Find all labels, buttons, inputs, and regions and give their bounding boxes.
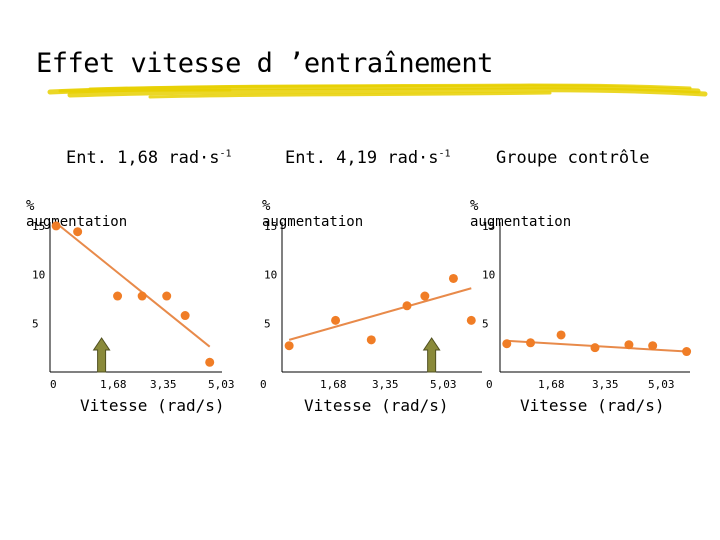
y-tick-label: 15 <box>482 220 495 233</box>
y-tick-label: 15 <box>264 220 277 233</box>
data-point <box>205 357 215 367</box>
panel-1-chart: 15 10 5 0 1,68 3,35 5,03 <box>32 220 235 391</box>
data-point <box>502 339 512 349</box>
x-tick-label: 5,03 <box>648 378 675 391</box>
y-tick-label: 5 <box>482 317 489 330</box>
panel-2-x-label: Vitesse (rad/s) <box>304 396 449 415</box>
panel-3-chart: 15 10 5 0 1,68 3,35 5,03 <box>482 220 692 391</box>
data-point <box>402 301 412 311</box>
page-title: Effet vitesse d ’entraînement <box>36 48 493 79</box>
brush-stroke <box>58 88 232 93</box>
data-point <box>448 273 458 283</box>
y-tick-label: 15 <box>32 220 45 233</box>
panel-1-title: Ent. 1,68 rad·s-1 <box>66 148 232 168</box>
panel-2-y-label: % augmentation <box>262 198 364 230</box>
training-speed-arrow-icon <box>92 337 111 373</box>
x-tick-label: 5,03 <box>430 378 457 391</box>
data-point <box>180 311 190 321</box>
x-tick-label: 3,35 <box>592 378 619 391</box>
x-tick-label: 0 <box>260 378 267 391</box>
training-speed-arrow-icon <box>422 337 441 373</box>
data-point <box>648 341 658 351</box>
brush-stroke <box>88 83 692 91</box>
data-point <box>284 341 294 351</box>
data-point <box>331 315 341 325</box>
data-point <box>590 343 600 353</box>
data-point <box>137 291 147 301</box>
brush-stroke <box>148 91 552 99</box>
panel-1-y-label: % augmentation <box>26 198 128 230</box>
data-point <box>113 291 123 301</box>
data-point <box>624 340 634 350</box>
x-tick-label: 1,68 <box>538 378 565 391</box>
panel-2-chart: 15 10 5 0 1,68 3,35 5,03 <box>260 220 482 391</box>
x-tick-label: 1,68 <box>100 378 127 391</box>
data-point <box>51 221 61 231</box>
panel-2-title: Ent. 4,19 rad·s-1 <box>285 148 451 168</box>
trend-line <box>288 287 472 341</box>
y-tick-label: 5 <box>32 317 39 330</box>
panel-3-title: Groupe contrôle <box>496 148 650 168</box>
x-tick-label: 3,35 <box>372 378 399 391</box>
panel-1-x-label: Vitesse (rad/s) <box>80 396 225 415</box>
trend-line <box>55 222 211 348</box>
y-tick-label: 10 <box>32 269 45 282</box>
panel-3-x-label: Vitesse (rad/s) <box>520 396 665 415</box>
y-tick-label: 10 <box>264 269 277 282</box>
y-tick-label: 10 <box>482 269 495 282</box>
data-point <box>556 330 566 340</box>
x-tick-label: 3,35 <box>150 378 177 391</box>
x-tick-label: 0 <box>50 378 57 391</box>
x-tick-label: 0 <box>486 378 493 391</box>
data-point <box>366 335 376 345</box>
title-underline-brush <box>47 83 708 99</box>
x-tick-label: 1,68 <box>320 378 347 391</box>
y-tick-label: 5 <box>264 317 271 330</box>
data-point <box>466 315 476 325</box>
data-point <box>682 347 692 357</box>
data-point <box>73 227 83 237</box>
brush-stroke <box>67 87 708 98</box>
x-tick-label: 5,03 <box>208 378 235 391</box>
data-point <box>420 291 430 301</box>
panel-3-y-label: % augmentation <box>470 198 572 230</box>
data-point <box>162 291 172 301</box>
data-point <box>526 338 536 348</box>
